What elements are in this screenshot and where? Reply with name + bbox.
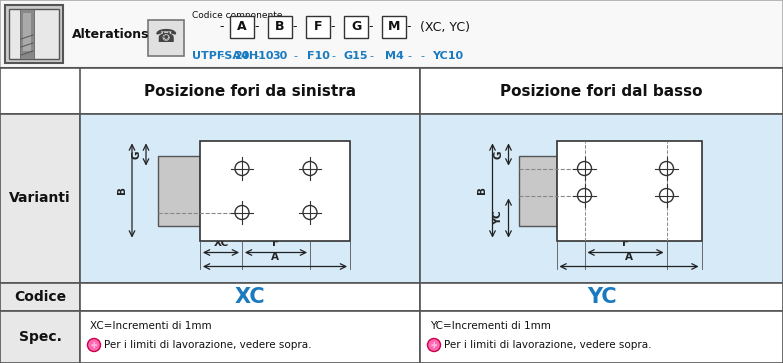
Bar <box>200 140 350 241</box>
Bar <box>268 16 292 38</box>
Text: M: M <box>388 20 400 33</box>
Bar <box>420 311 783 363</box>
Text: 20: 20 <box>234 51 250 61</box>
Text: -: - <box>406 20 411 33</box>
Bar <box>0 68 783 114</box>
Circle shape <box>88 339 100 351</box>
Text: A: A <box>625 252 633 261</box>
Bar <box>420 114 783 283</box>
Text: Posizione fori dal basso: Posizione fori dal basso <box>500 83 703 98</box>
Text: G: G <box>131 150 141 159</box>
Text: -: - <box>407 51 411 61</box>
Bar <box>0 311 80 363</box>
Bar <box>420 68 783 114</box>
Bar <box>0 0 783 68</box>
Text: YC=Incrementi di 1mm: YC=Incrementi di 1mm <box>430 321 551 331</box>
Text: Alterations: Alterations <box>72 28 150 41</box>
Bar <box>0 114 80 283</box>
Text: F10: F10 <box>307 51 330 61</box>
Text: G: G <box>351 20 361 33</box>
Text: UTPFSA4H10: UTPFSA4H10 <box>192 51 273 61</box>
Text: A: A <box>271 252 279 261</box>
Text: YC10: YC10 <box>432 51 463 61</box>
Text: Spec.: Spec. <box>19 330 61 344</box>
Text: F: F <box>314 20 323 33</box>
Text: YC: YC <box>586 287 616 307</box>
Text: -: - <box>369 20 373 33</box>
Text: Codice componente: Codice componente <box>192 12 283 20</box>
Bar <box>344 16 368 38</box>
Bar <box>5 5 63 63</box>
Bar <box>20 9 34 59</box>
Text: Per i limiti di lavorazione, vedere sopra.: Per i limiti di lavorazione, vedere sopr… <box>104 340 312 350</box>
Text: ✛: ✛ <box>91 340 97 350</box>
Text: -: - <box>220 20 224 33</box>
Bar <box>0 283 80 311</box>
Circle shape <box>428 339 441 351</box>
Bar <box>420 283 783 311</box>
Text: B: B <box>276 20 285 33</box>
Bar <box>148 20 184 56</box>
Text: Posizione fori da sinistra: Posizione fori da sinistra <box>144 83 356 98</box>
Text: -: - <box>293 20 298 33</box>
Bar <box>80 114 420 283</box>
Text: -: - <box>220 51 224 61</box>
Bar <box>158 155 200 225</box>
Bar <box>23 13 31 51</box>
Text: (XC, YC): (XC, YC) <box>420 20 470 33</box>
Text: -: - <box>331 51 335 61</box>
Text: G: G <box>493 150 503 159</box>
Text: XC=Incrementi di 1mm: XC=Incrementi di 1mm <box>90 321 211 331</box>
Text: -: - <box>293 51 297 61</box>
Text: -: - <box>254 20 259 33</box>
Text: F: F <box>622 237 629 248</box>
Text: ☎: ☎ <box>155 28 177 46</box>
Text: Codice: Codice <box>14 290 66 304</box>
Bar <box>0 68 783 363</box>
Text: ✛: ✛ <box>431 340 437 350</box>
Bar <box>306 16 330 38</box>
Bar <box>80 283 420 311</box>
Bar <box>382 16 406 38</box>
Bar <box>230 16 254 38</box>
Text: XC: XC <box>235 287 265 307</box>
Text: B: B <box>117 187 127 195</box>
Bar <box>80 68 420 114</box>
Text: -: - <box>369 51 373 61</box>
Bar <box>557 140 702 241</box>
Text: -: - <box>255 51 259 61</box>
Text: M4: M4 <box>384 51 403 61</box>
Text: Varianti: Varianti <box>9 192 70 205</box>
Text: G15: G15 <box>344 51 368 61</box>
Text: -: - <box>330 20 335 33</box>
Text: 30: 30 <box>272 51 287 61</box>
Text: Per i limiti di lavorazione, vedere sopra.: Per i limiti di lavorazione, vedere sopr… <box>444 340 651 350</box>
Bar <box>9 9 59 59</box>
Text: A: A <box>237 20 247 33</box>
Text: -: - <box>420 51 424 61</box>
Text: F: F <box>272 237 280 248</box>
Bar <box>80 311 420 363</box>
Text: B: B <box>478 187 488 195</box>
Text: YC: YC <box>493 211 503 225</box>
Text: XC: XC <box>214 237 229 248</box>
Bar <box>518 155 557 225</box>
